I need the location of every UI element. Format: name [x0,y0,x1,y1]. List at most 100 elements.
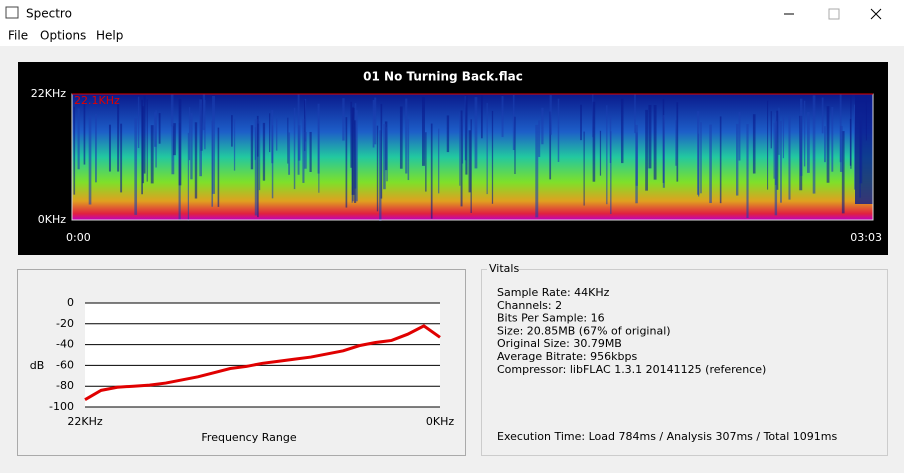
spectrum-streak [276,118,278,151]
time-start-label: 0:00 [66,231,91,244]
spectrum-streak [425,132,427,192]
spectrum-streak [752,114,756,174]
spectrum-streak [788,116,791,200]
spectrum-streak [405,98,408,174]
spectrum-streak [83,99,86,165]
window-title: Spectro [26,7,72,21]
spectrum-streak [190,113,193,180]
spectrum-fade [855,94,873,204]
menu-item[interactable]: File [8,29,28,43]
spectrum-streak [512,94,515,150]
spectrum-streak [287,117,289,164]
spectrum-streak [480,95,483,139]
spectrum-streak [188,107,191,161]
y-tick-label: -20 [56,317,74,330]
vitals-line: Average Bitrate: 956kbps [497,350,637,363]
spectrum-streak [583,131,585,206]
spectrum-streak [610,131,612,214]
freq-bottom-label: 0KHz [38,213,66,226]
app-icon [5,6,19,19]
vitals-title: Vitals [489,262,519,275]
y-tick-label: 0 [67,296,74,309]
spectrum-streak [372,99,375,148]
spectrum-streak [134,118,138,215]
spectrum-streak [217,127,220,207]
data-line [84,324,441,402]
spectrum-streak [430,123,433,219]
spectrum-streak [620,98,624,164]
menu-item[interactable]: Help [96,29,123,43]
spectrum-streak [592,101,596,182]
close-button[interactable] [870,8,882,20]
spectrum-streak [557,98,560,162]
spectrum-streak [580,104,582,141]
y-tick-label: -60 [56,358,74,371]
maximize-button[interactable] [828,8,840,20]
spectrum-streak [474,97,478,169]
spectrum-streak [374,97,377,145]
y-tick-label: -40 [56,338,74,351]
spectrum-streak [376,125,379,212]
spectrum-streak [120,123,123,193]
spectrum-streak [535,124,539,218]
spectrum-streak [258,120,261,191]
spectrum-streak [351,107,355,195]
spectrum-streak [746,124,749,218]
spectrum-streak [318,118,320,193]
spectrum-streak [269,113,271,153]
spectrum-streak [302,118,305,183]
vitals-line: Channels: 2 [497,299,562,312]
spectrum-streak [812,95,816,194]
spectrum-streak [807,111,810,173]
spectrum-streak [143,95,146,174]
spectrum-streak [468,130,471,193]
menu-item[interactable]: Options [40,29,86,43]
spectrum-streak [137,96,140,149]
spectrum-streak [95,113,97,183]
spectrum-streak [77,108,80,170]
spectrum-streak [271,125,274,199]
spectrum-streak [648,104,652,169]
spectrum-streak [288,132,291,175]
spectrum-streak [635,124,638,204]
spectrum-streak [141,99,143,195]
spectrum-streak [350,101,353,168]
vitals-line: Original Size: 30.79MB [497,337,622,350]
spectrum-streak [73,106,76,195]
spectrum-streak [782,116,785,159]
spectrum-streak [459,112,461,186]
spectrum-streak [309,131,312,172]
spectrum-streak [117,104,120,172]
spectrum-streak [609,115,612,163]
spectrum-streak [304,132,307,169]
spectrum-streak [841,131,845,214]
spectrum-streak [780,120,782,203]
spectrum-streak [634,94,636,134]
spectrum-streak [173,123,176,156]
spectrum-streak [297,94,300,175]
spectrum-streak [154,112,157,147]
spectrum-streak [773,122,775,179]
spectrum-streak [675,120,677,166]
spectrum-streak [549,111,552,180]
spectrum-streak [233,118,236,171]
spectrum-streak [850,94,852,169]
vitals-line: Size: 20.85MB (67% of original) [497,324,671,337]
spectrum-streak [839,94,842,163]
spectrum-streak [384,121,388,171]
spectrum-streak [653,105,657,180]
menu-bar [0,28,904,46]
spectrum-streak [212,96,215,194]
plot-area [85,303,440,407]
spectrum-streak [342,98,345,141]
spectrum-streak [88,115,92,205]
x-axis-label: Frequency Range [201,431,296,444]
cutoff-label: 22.1KHz [74,94,120,107]
spectrum-streak [171,125,175,175]
spectrum-streak [142,106,145,184]
spectrum-streak [422,97,425,166]
spectrum-streak [254,119,258,216]
spectrum-streak [380,103,383,199]
